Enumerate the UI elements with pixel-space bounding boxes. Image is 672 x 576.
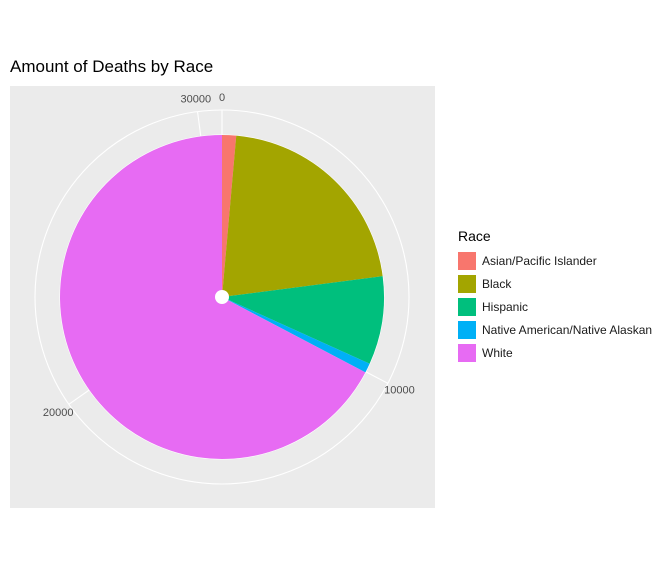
legend-swatch	[458, 320, 476, 339]
slice-white	[60, 134, 366, 459]
chart-title: Amount of Deaths by Race	[10, 57, 214, 76]
legend-label: Black	[482, 276, 512, 291]
legend-swatch	[458, 274, 476, 293]
legend-item-white: White	[458, 341, 652, 364]
legend-items: Asian/Pacific Islander Black Hispanic Nativ…	[458, 249, 652, 364]
legend-item-black: Black	[458, 272, 652, 295]
slice-black	[222, 135, 383, 297]
legend-swatch	[458, 297, 476, 316]
legend-label: Asian/Pacific Islander	[482, 253, 597, 268]
center-hole	[215, 290, 229, 304]
tick-label: 20000	[43, 407, 74, 419]
legend: Race Asian/Pacific Islander Black Hispanic…	[458, 228, 652, 364]
legend-title: Race	[458, 228, 491, 244]
legend-swatch	[458, 343, 476, 362]
legend-label: Native American/Native Alaskan	[482, 322, 653, 337]
slice-asian-pacific-islander	[222, 135, 237, 297]
legend-item-hispanic: Hispanic	[458, 295, 652, 318]
legend-swatch	[458, 251, 476, 270]
slice-native-american-native-alaskan	[222, 297, 370, 373]
legend-item-native-american-native-alaskan: Native American/Native Alaskan	[458, 318, 652, 341]
tick-label: 0	[219, 92, 225, 104]
slice-layer	[60, 134, 384, 459]
legend-item-asian-pacific-islander: Asian/Pacific Islander	[458, 249, 652, 272]
legend-label: White	[482, 345, 513, 360]
slice-hispanic	[222, 276, 384, 364]
tick-labels: 0 10000 20000 30000	[43, 92, 415, 419]
legend-label: Hispanic	[482, 299, 529, 314]
tick-label: 10000	[384, 384, 415, 396]
tick-label: 30000	[181, 94, 212, 106]
